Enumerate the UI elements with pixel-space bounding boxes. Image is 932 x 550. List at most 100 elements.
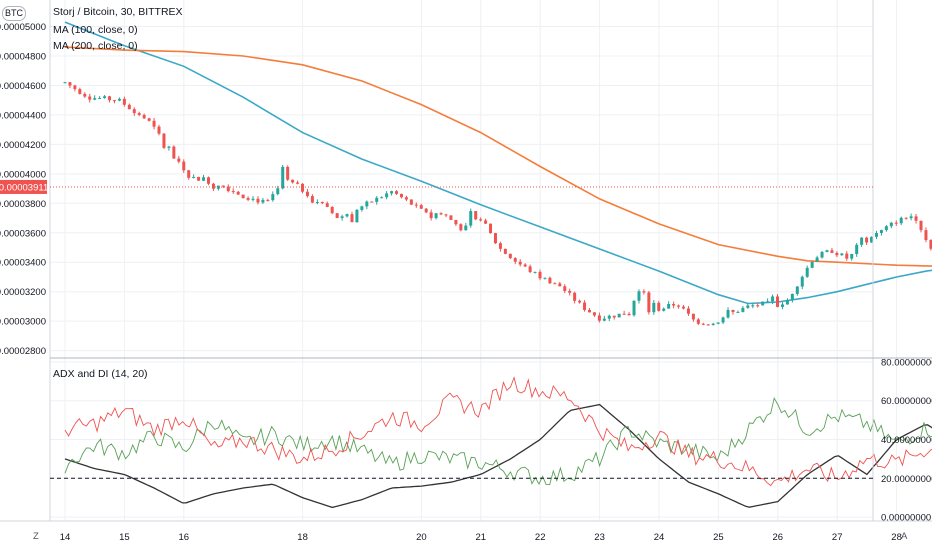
candle-body bbox=[365, 201, 369, 207]
candle-body bbox=[736, 311, 740, 313]
candle-body bbox=[182, 161, 186, 171]
candle-body bbox=[667, 304, 671, 309]
candle-body bbox=[622, 313, 626, 315]
candle-body bbox=[845, 253, 849, 259]
legend-ma200[interactable]: MA (200, close, 0) bbox=[53, 40, 138, 52]
candle-body bbox=[340, 216, 344, 219]
candle-body bbox=[444, 214, 448, 216]
adx-line bbox=[64, 403, 932, 509]
candle-body bbox=[296, 182, 300, 184]
candle-body bbox=[63, 82, 67, 84]
candle-body bbox=[449, 215, 453, 220]
candle-body bbox=[355, 209, 359, 223]
candle-body bbox=[464, 225, 468, 231]
price-tick-label: 0.00004800 bbox=[0, 51, 46, 62]
candle-body bbox=[117, 98, 121, 101]
candle-body bbox=[370, 201, 374, 203]
candle-body bbox=[122, 98, 126, 105]
adx-di-lines bbox=[64, 376, 932, 509]
last-price-tag bbox=[0, 179, 47, 194]
legend-ma100[interactable]: MA (100, close, 0) bbox=[53, 24, 138, 36]
candle-body bbox=[835, 252, 839, 256]
candle-body bbox=[874, 232, 878, 237]
candle-body bbox=[345, 214, 349, 217]
time-tick-label: 22 bbox=[535, 532, 546, 543]
price-tick-label: 0.00003200 bbox=[0, 287, 46, 298]
candle-body bbox=[479, 219, 483, 221]
candle-body bbox=[637, 291, 641, 301]
time-tick-label: 25 bbox=[713, 532, 724, 543]
candle-body bbox=[538, 271, 542, 279]
candle-body bbox=[162, 133, 166, 148]
price-tick-label: 0.00002800 bbox=[0, 346, 46, 357]
candle-body bbox=[325, 203, 329, 207]
time-tick-label: 16 bbox=[179, 532, 190, 543]
candle-body bbox=[414, 204, 418, 206]
candle-body bbox=[533, 271, 537, 273]
candle-body bbox=[761, 301, 765, 306]
candle-body bbox=[691, 313, 695, 320]
candle-body bbox=[573, 292, 577, 301]
candle-body bbox=[795, 286, 799, 294]
candle-body bbox=[197, 176, 201, 181]
candle-body bbox=[592, 312, 596, 316]
ma100-line bbox=[64, 21, 932, 305]
candle-body bbox=[800, 276, 804, 287]
candle-body bbox=[746, 305, 750, 308]
candle-body bbox=[785, 300, 789, 305]
candle-body bbox=[884, 226, 888, 231]
candle-body bbox=[578, 300, 582, 303]
candle-body bbox=[627, 313, 631, 316]
candle-body bbox=[830, 250, 834, 253]
grid-lines bbox=[50, 0, 898, 521]
candle-body bbox=[276, 188, 280, 195]
candle-body bbox=[523, 264, 527, 267]
candle-body bbox=[701, 323, 705, 325]
candle-body bbox=[790, 293, 794, 301]
candle-body bbox=[439, 213, 443, 215]
zoom-toggle[interactable]: Z bbox=[33, 531, 39, 542]
candle-body bbox=[652, 302, 656, 313]
candle-body bbox=[177, 158, 181, 162]
candle-body bbox=[380, 197, 384, 199]
candle-body bbox=[375, 197, 379, 202]
candle-body bbox=[583, 302, 587, 310]
candle-body bbox=[360, 206, 364, 210]
candle-body bbox=[399, 193, 403, 198]
candle-body bbox=[776, 296, 780, 307]
candle-body bbox=[142, 114, 146, 119]
candle-body bbox=[924, 230, 928, 241]
candle-body bbox=[919, 220, 923, 231]
candle-body bbox=[597, 315, 601, 321]
candle-body bbox=[682, 306, 686, 309]
candle-body bbox=[865, 237, 869, 243]
legend-adx[interactable]: ADX and DI (14, 20) bbox=[53, 368, 148, 380]
candle-body bbox=[731, 310, 735, 313]
candle-body bbox=[751, 305, 755, 307]
candle-body bbox=[241, 194, 245, 199]
time-tick-label: 26 bbox=[773, 532, 784, 543]
candle-body bbox=[741, 307, 745, 312]
candle-body bbox=[706, 324, 710, 326]
candle-body bbox=[815, 257, 819, 262]
candle-body bbox=[83, 93, 87, 97]
candle-body bbox=[409, 199, 413, 205]
price-tick-label: 0.00003400 bbox=[0, 258, 46, 269]
candle-body bbox=[335, 213, 339, 219]
time-tick-label: 23 bbox=[594, 532, 605, 543]
auto-scale-toggle[interactable]: A bbox=[901, 531, 908, 542]
candle-body bbox=[894, 222, 898, 224]
candle-body bbox=[484, 220, 488, 224]
candle-body bbox=[840, 253, 844, 256]
candle-body bbox=[419, 205, 423, 209]
candle-body bbox=[73, 85, 77, 90]
candle-body bbox=[632, 300, 636, 316]
candle-body bbox=[518, 261, 522, 265]
candle-body bbox=[612, 315, 616, 318]
candle-body bbox=[226, 186, 230, 192]
candle-body bbox=[385, 193, 389, 198]
symbol-badge[interactable]: BTC bbox=[2, 6, 26, 21]
time-tick-label: 15 bbox=[119, 532, 130, 543]
adx-tick-label: 60.00000000 bbox=[881, 396, 932, 407]
